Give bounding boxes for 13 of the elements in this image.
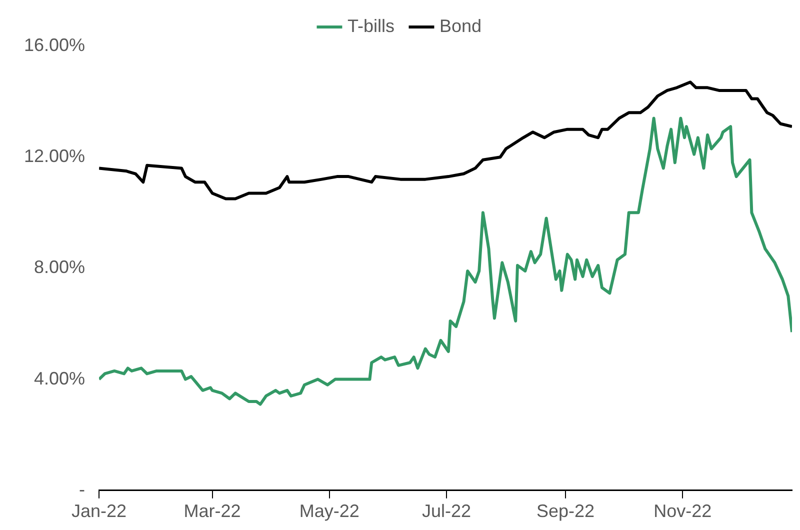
legend-label: T-bills — [347, 16, 394, 36]
legend-label: Bond — [439, 16, 482, 36]
x-tick-label: Nov-22 — [654, 501, 712, 522]
x-tick-label: Mar-22 — [184, 501, 241, 522]
y-tick-label: 4.00% — [34, 368, 86, 388]
y-tick-label: 8.00% — [34, 257, 86, 278]
y-tick-label: 16.00% — [24, 34, 86, 55]
x-tick-label: Jul-22 — [422, 501, 471, 522]
x-tick-label: May-22 — [299, 501, 360, 522]
y-tick-label: - — [79, 479, 86, 500]
x-tick-label: Jan-22 — [72, 501, 127, 522]
y-tick-label: 12.00% — [24, 146, 86, 166]
x-tick-label: Sep-22 — [536, 501, 595, 522]
